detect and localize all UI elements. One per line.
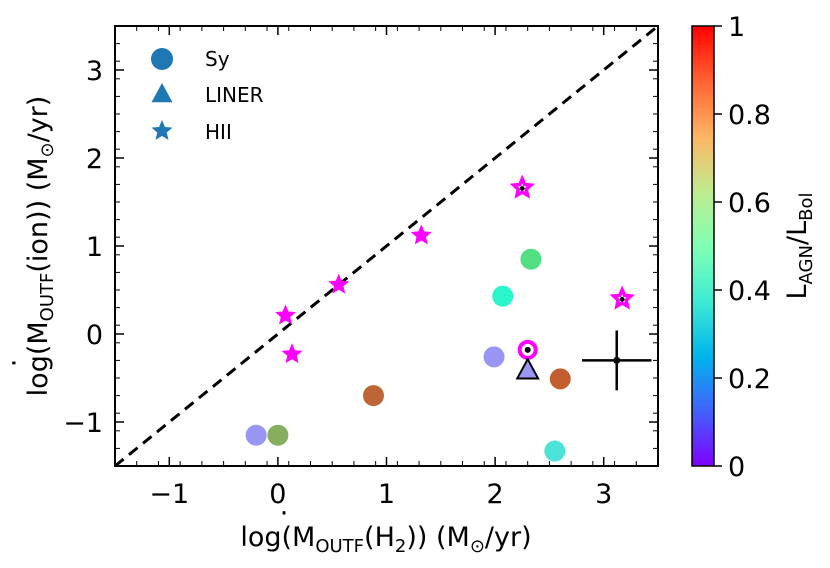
colorbar-label: LAGN/LBol <box>782 193 817 300</box>
legend-label-sy: Sy <box>205 47 230 71</box>
legend-marker-triangle <box>151 83 173 103</box>
data-points <box>245 174 635 462</box>
hii-star-point <box>410 224 432 245</box>
y-tick-label: 1 <box>86 232 103 263</box>
x-tick-label: 2 <box>487 479 504 510</box>
hii-star-center-dot <box>619 297 625 302</box>
hii-star-center-dot <box>519 186 525 191</box>
colorbar-ticks: 0 0.2 0.4 0.6 0.8 1 <box>714 12 771 483</box>
colorbar-tick-label: 0 <box>728 452 745 483</box>
error-bar-center <box>613 356 621 364</box>
x-axis-label: log(MOUTF(H2)) (M⊙/yr) <box>240 522 531 557</box>
sy-circle-point <box>520 248 542 270</box>
sy-circle-point <box>362 385 384 407</box>
sy-circle-point <box>544 440 566 462</box>
plot-frame <box>114 25 659 467</box>
x-tick-label: 3 <box>595 479 612 510</box>
x-tick-label: 0 <box>269 479 286 510</box>
colorbar-tick-label: 0.6 <box>728 188 771 219</box>
colorbar-tick-label: 1 <box>728 12 745 43</box>
sy-circle-point <box>483 346 505 368</box>
hii-star-point <box>281 343 303 364</box>
hii-star-point <box>275 304 296 325</box>
colorbar-tick-label: 0.2 <box>728 364 771 395</box>
colorbar-tick-label: 0.4 <box>728 276 771 307</box>
liner-triangle-point <box>515 357 540 380</box>
one-to-one-dashed-line <box>115 26 658 466</box>
sy-circle-point <box>492 285 514 307</box>
legend: Sy LINER HII <box>151 47 264 144</box>
sy-circle-center-dot <box>524 346 531 353</box>
sy-circle-point <box>245 424 267 446</box>
colorbar <box>691 25 715 467</box>
legend-label-hii: HII <box>205 120 232 144</box>
y-tick-label: 3 <box>86 56 103 87</box>
x-tick-label: −1 <box>149 479 189 510</box>
x-tick-label: 1 <box>378 479 395 510</box>
y-tick-label: 0 <box>86 320 103 351</box>
legend-marker-star <box>151 120 173 140</box>
y-axis-label-dot: · <box>0 359 30 368</box>
y-tick-label: −1 <box>63 408 103 439</box>
sy-circle-point <box>267 424 289 446</box>
x-axis-label-dot: · <box>280 498 289 529</box>
sy-circle-point <box>549 368 571 390</box>
legend-marker-circle <box>151 48 173 70</box>
axis-tick-labels: −1 0 1 2 3 −1 0 1 2 3 <box>63 56 612 510</box>
colorbar-tick-label: 0.8 <box>728 100 771 131</box>
colorbar-label-group: LAGN/LBol <box>782 193 817 300</box>
legend-label-liner: LINER <box>205 83 264 107</box>
hii-star-point <box>328 273 350 294</box>
y-axis-label: log(MOUTF(ion)) (M⊙/yr) <box>23 96 58 397</box>
y-axis-label-group: log(MOUTF(ion)) (M⊙/yr) · <box>0 96 58 397</box>
error-bar-example <box>581 330 652 391</box>
y-tick-label: 2 <box>86 144 103 175</box>
